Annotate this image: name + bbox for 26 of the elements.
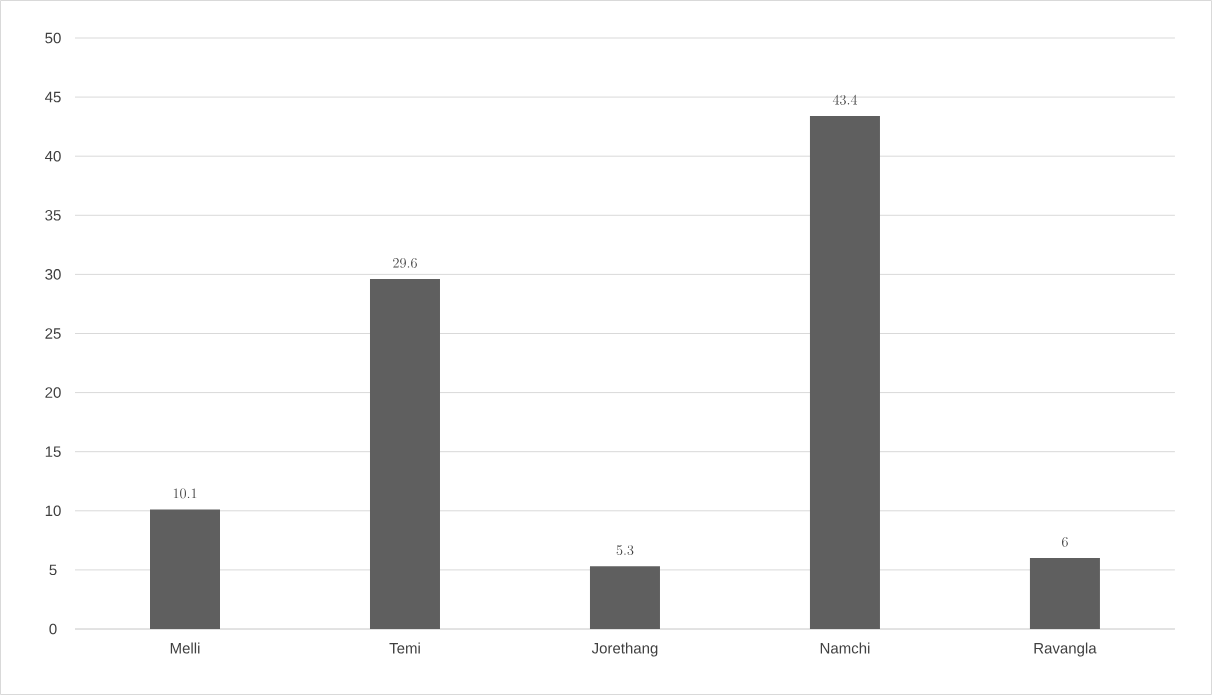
x-tick-label: Namchi (820, 642, 870, 654)
data-label: 5.3 (616, 545, 634, 556)
bar (1029, 558, 1100, 629)
data-label: 6 (1062, 536, 1068, 547)
data-label: 43.4 (832, 94, 858, 105)
bar (150, 509, 220, 629)
y-tick-label: 50 (45, 32, 61, 44)
y-tick-label: 35 (45, 209, 61, 221)
x-tick-label: Melli (170, 642, 200, 654)
y-tick-label: 15 (45, 446, 61, 457)
y-tick-label: 0 (49, 623, 57, 635)
y-tick-label: 5 (49, 564, 57, 576)
data-label: 10. 1 (173, 488, 197, 499)
x-tick-label: Ravangla (1034, 642, 1097, 657)
x-tick-label: Jorethang (591, 642, 658, 657)
x-tick-label: Temi (389, 642, 420, 654)
bar (589, 566, 660, 629)
y-tick-label: 45 (45, 91, 61, 103)
bar (369, 279, 440, 629)
data-label: 29.6 (393, 258, 417, 268)
y-tick-label: 30 (45, 269, 61, 280)
y-tick-label: 20 (45, 387, 61, 398)
y-tick-label: 40 (45, 150, 61, 162)
y-tick-label: 10 (45, 505, 61, 517)
bar (809, 116, 880, 629)
y-tick-label: 25 (45, 328, 61, 339)
